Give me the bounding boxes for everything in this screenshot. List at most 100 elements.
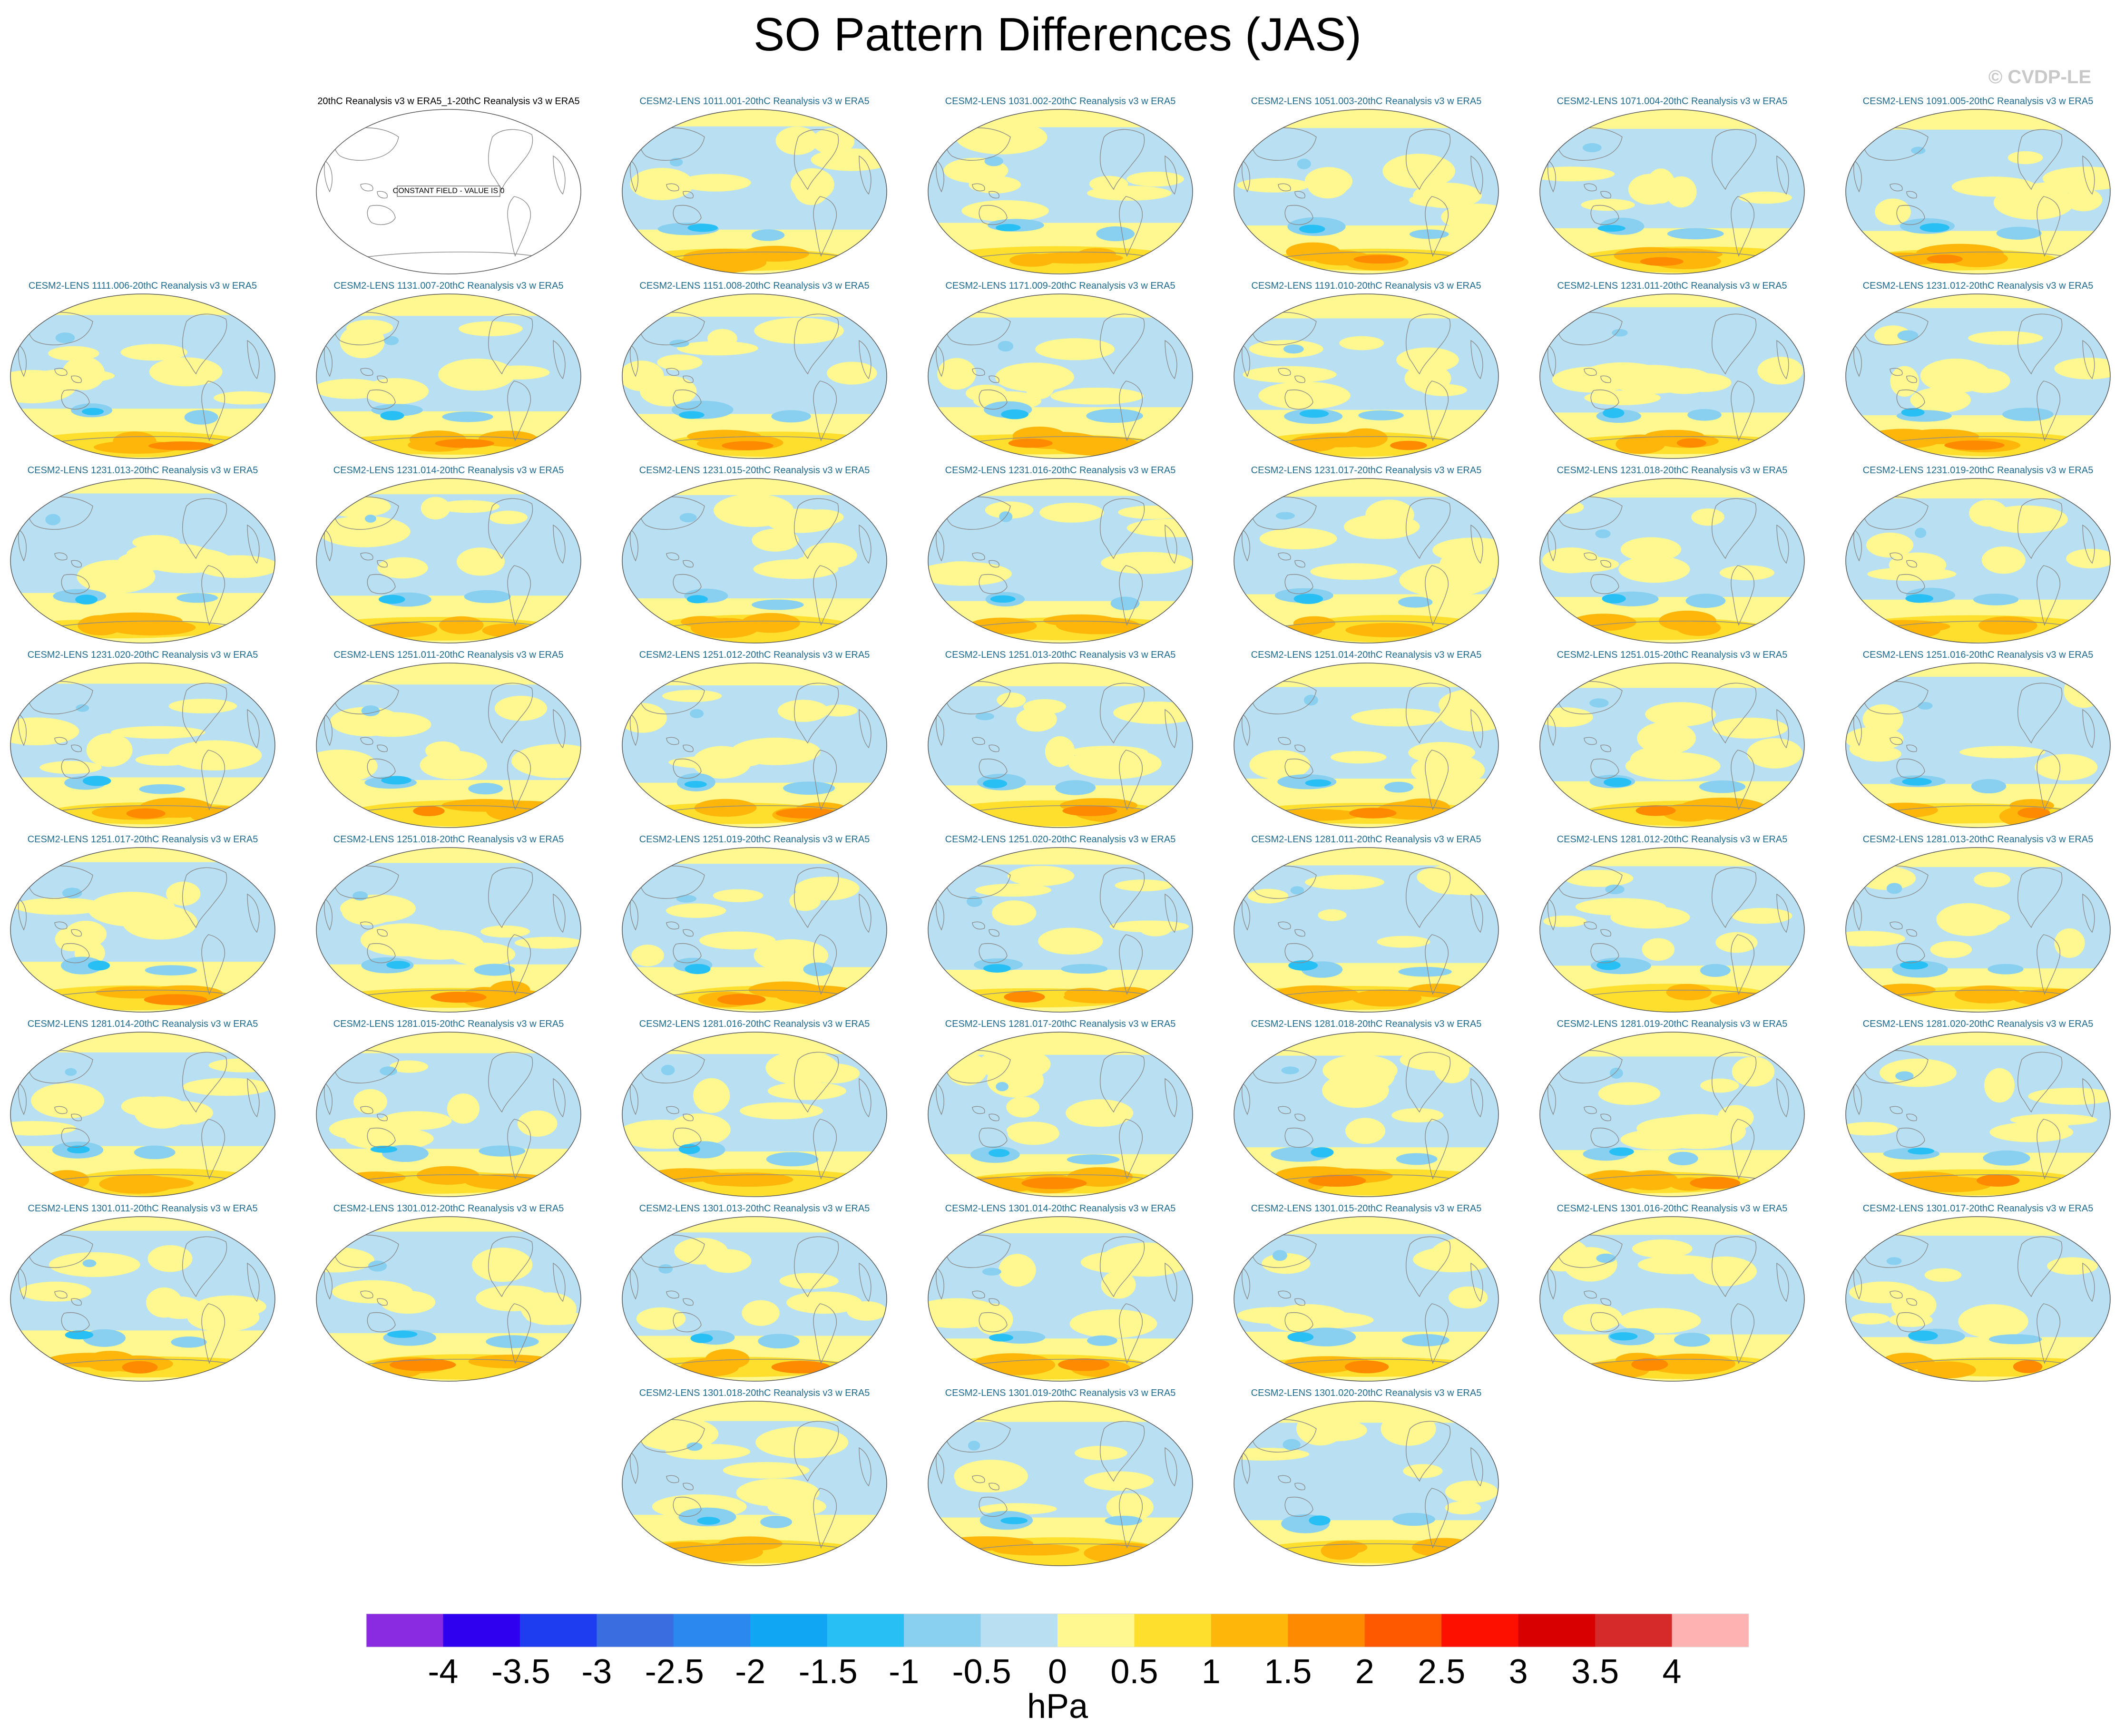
- ensemble-member-panel: CESM2-LENS 1251.020-20thC Reanalysis v3 …: [927, 832, 1194, 1013]
- panel-title: CESM2-LENS 1251.012-20thC Reanalysis v3 …: [639, 650, 870, 660]
- robinson-map: [1234, 1216, 1499, 1382]
- ensemble-member-panel: CESM2-LENS 1251.013-20thC Reanalysis v3 …: [927, 648, 1194, 829]
- ensemble-member-panel: CESM2-LENS 1011.001-20thC Reanalysis v3 …: [621, 94, 888, 275]
- ensemble-member-panel: CESM2-LENS 1231.016-20thC Reanalysis v3 …: [927, 463, 1194, 644]
- robinson-map: [316, 1032, 581, 1197]
- robinson-map: [1539, 847, 1805, 1013]
- robinson-map: [928, 1032, 1193, 1197]
- robinson-map: [1845, 1032, 2111, 1197]
- colorbar-tick-label: -3: [581, 1653, 612, 1691]
- panel-title: CESM2-LENS 1011.001-20thC Reanalysis v3 …: [639, 96, 870, 107]
- ensemble-member-panel: CESM2-LENS 1251.019-20thC Reanalysis v3 …: [621, 832, 888, 1013]
- panel-title: CESM2-LENS 1231.014-20thC Reanalysis v3 …: [333, 465, 564, 476]
- ensemble-member-panel: CESM2-LENS 1301.011-20thC Reanalysis v3 …: [10, 1201, 276, 1382]
- ensemble-member-panel: CESM2-LENS 1281.011-20thC Reanalysis v3 …: [1233, 832, 1499, 1013]
- ensemble-member-panel: CESM2-LENS 1231.011-20thC Reanalysis v3 …: [1539, 279, 1805, 459]
- ensemble-member-panel: CESM2-LENS 1281.020-20thC Reanalysis v3 …: [1845, 1017, 2111, 1198]
- panel-title: CESM2-LENS 1231.015-20thC Reanalysis v3 …: [639, 465, 870, 476]
- robinson-map: [10, 663, 275, 828]
- colorbar-tick-label: 2: [1355, 1653, 1374, 1691]
- panel-title: CESM2-LENS 1281.015-20thC Reanalysis v3 …: [333, 1019, 564, 1029]
- robinson-map: [1234, 1032, 1499, 1197]
- panel-title: CESM2-LENS 1111.006-20thC Reanalysis v3 …: [28, 281, 257, 291]
- robinson-map: [928, 109, 1193, 274]
- panel-title: CESM2-LENS 1091.005-20thC Reanalysis v3 …: [1862, 96, 2094, 107]
- robinson-map: [1234, 293, 1499, 459]
- colorbar-tick-label: 3.5: [1571, 1653, 1619, 1691]
- colorbar-tick-label: 3: [1508, 1653, 1528, 1691]
- colorbar-tick-label: 0: [1048, 1653, 1067, 1691]
- ensemble-member-panel: CESM2-LENS 1231.012-20thC Reanalysis v3 …: [1845, 279, 2111, 459]
- robinson-map: [622, 478, 887, 644]
- robinson-map: [1539, 109, 1805, 274]
- robinson-map: [1539, 293, 1805, 459]
- panel-title: CESM2-LENS 1281.017-20thC Reanalysis v3 …: [945, 1019, 1176, 1029]
- colorbar-tick-label: 0.5: [1110, 1653, 1158, 1691]
- robinson-map: [1234, 847, 1499, 1013]
- ensemble-member-panel: CESM2-LENS 1231.014-20thC Reanalysis v3 …: [315, 463, 582, 644]
- ensemble-member-panel: CESM2-LENS 1231.018-20thC Reanalysis v3 …: [1539, 463, 1805, 644]
- robinson-map: [622, 663, 887, 828]
- panel-title: CESM2-LENS 1251.015-20thC Reanalysis v3 …: [1557, 650, 1788, 660]
- ensemble-member-panel: CESM2-LENS 1251.014-20thC Reanalysis v3 …: [1233, 648, 1499, 829]
- robinson-map: [316, 847, 581, 1013]
- panel-title: CESM2-LENS 1281.013-20thC Reanalysis v3 …: [1862, 834, 2094, 845]
- robinson-map: [1845, 109, 2111, 274]
- robinson-map: [1234, 478, 1499, 644]
- panel-title: CESM2-LENS 1301.017-20thC Reanalysis v3 …: [1862, 1203, 2094, 1214]
- robinson-map: [316, 663, 581, 828]
- panel-title: CESM2-LENS 1301.019-20thC Reanalysis v3 …: [945, 1388, 1176, 1398]
- ensemble-member-panel: CESM2-LENS 1151.008-20thC Reanalysis v3 …: [621, 279, 888, 459]
- colorbar-tick-label: 4: [1662, 1653, 1682, 1691]
- robinson-map: [1234, 1401, 1499, 1566]
- robinson-map: [928, 1401, 1193, 1566]
- panel-title: CESM2-LENS 1251.019-20thC Reanalysis v3 …: [639, 834, 870, 845]
- colorbar-tick-label: -1.5: [798, 1653, 858, 1691]
- ensemble-member-panel: CESM2-LENS 1251.012-20thC Reanalysis v3 …: [621, 648, 888, 829]
- panel-title: CESM2-LENS 1231.013-20thC Reanalysis v3 …: [27, 465, 258, 476]
- robinson-map: [928, 847, 1193, 1013]
- robinson-map: [10, 1216, 275, 1382]
- panel-title: CESM2-LENS 1231.018-20thC Reanalysis v3 …: [1557, 465, 1788, 476]
- robinson-map: [1539, 1216, 1805, 1382]
- panel-title: CESM2-LENS 1251.020-20thC Reanalysis v3 …: [945, 834, 1176, 845]
- robinson-map: [316, 1216, 581, 1382]
- panel-title: CESM2-LENS 1251.013-20thC Reanalysis v3 …: [945, 650, 1176, 660]
- robinson-map: [10, 293, 275, 459]
- panel-title: CESM2-LENS 1231.016-20thC Reanalysis v3 …: [945, 465, 1176, 476]
- panel-title: 20thC Reanalysis v3 w ERA5_1-20thC Reana…: [317, 96, 580, 107]
- panel-title: CESM2-LENS 1031.002-20thC Reanalysis v3 …: [945, 96, 1176, 107]
- panel-title: CESM2-LENS 1281.011-20thC Reanalysis v3 …: [1251, 834, 1481, 845]
- figure-title: SO Pattern Differences (JAS): [753, 8, 1362, 60]
- colorbar-tick-label: -0.5: [952, 1653, 1011, 1691]
- colorbar-tick-label: -1: [889, 1653, 920, 1691]
- ensemble-member-panel: CESM2-LENS 1281.017-20thC Reanalysis v3 …: [927, 1017, 1194, 1198]
- robinson-map: [928, 293, 1193, 459]
- robinson-map: [622, 293, 887, 459]
- ensemble-member-panel: CESM2-LENS 1281.015-20thC Reanalysis v3 …: [315, 1017, 582, 1198]
- panel-title: CESM2-LENS 1251.017-20thC Reanalysis v3 …: [27, 834, 258, 845]
- ensemble-member-panel: CESM2-LENS 1251.017-20thC Reanalysis v3 …: [10, 832, 276, 1013]
- robinson-map: [622, 1216, 887, 1382]
- panel-title: CESM2-LENS 1251.018-20thC Reanalysis v3 …: [333, 834, 564, 845]
- ensemble-member-panel: CESM2-LENS 1301.017-20thC Reanalysis v3 …: [1845, 1201, 2111, 1382]
- colorbar-tick-label: -2: [735, 1653, 766, 1691]
- ensemble-member-panel: CESM2-LENS 1301.020-20thC Reanalysis v3 …: [1233, 1386, 1499, 1567]
- panel-title: CESM2-LENS 1231.012-20thC Reanalysis v3 …: [1862, 281, 2094, 291]
- ensemble-member-panel: CESM2-LENS 1191.010-20thC Reanalysis v3 …: [1233, 279, 1499, 459]
- ensemble-member-panel: CESM2-LENS 1281.018-20thC Reanalysis v3 …: [1233, 1017, 1499, 1198]
- panel-title: CESM2-LENS 1231.019-20thC Reanalysis v3 …: [1862, 465, 2094, 476]
- panel-title: CESM2-LENS 1071.004-20thC Reanalysis v3 …: [1557, 96, 1788, 107]
- observation-panel: 20thC Reanalysis v3 w ERA5_1-20thC Reana…: [315, 94, 582, 275]
- panel-title: CESM2-LENS 1301.014-20thC Reanalysis v3 …: [945, 1203, 1176, 1214]
- ensemble-member-panel: CESM2-LENS 1051.003-20thC Reanalysis v3 …: [1233, 94, 1499, 275]
- robinson-map: [10, 847, 275, 1013]
- ensemble-member-panel: CESM2-LENS 1251.018-20thC Reanalysis v3 …: [315, 832, 582, 1013]
- ensemble-member-panel: CESM2-LENS 1251.011-20thC Reanalysis v3 …: [315, 648, 582, 829]
- constant-field-note: CONSTANT FIELD - VALUE IS 0: [393, 187, 505, 195]
- panel-title: CESM2-LENS 1281.016-20thC Reanalysis v3 …: [639, 1019, 870, 1029]
- ensemble-member-panel: CESM2-LENS 1281.019-20thC Reanalysis v3 …: [1539, 1017, 1805, 1198]
- robinson-map: [1539, 478, 1805, 644]
- ensemble-member-panel: CESM2-LENS 1111.006-20thC Reanalysis v3 …: [10, 279, 276, 459]
- panel-title: CESM2-LENS 1301.016-20thC Reanalysis v3 …: [1557, 1203, 1788, 1214]
